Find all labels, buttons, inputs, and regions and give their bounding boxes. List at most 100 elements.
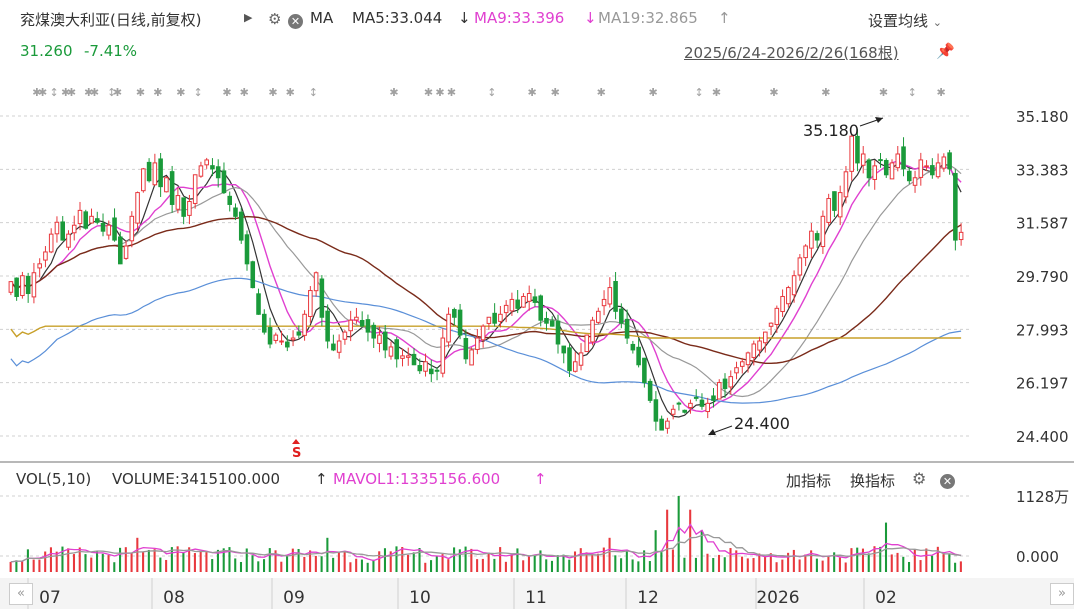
candle-body[interactable] (233, 207, 238, 217)
event-marker[interactable]: ✱ (136, 86, 145, 99)
event-marker[interactable]: ↕ (908, 86, 917, 99)
candle-body[interactable] (348, 319, 353, 332)
candle-body[interactable] (83, 211, 89, 229)
candle-body[interactable] (889, 162, 895, 180)
candle-body[interactable] (417, 365, 423, 372)
candle-body[interactable] (941, 156, 947, 169)
candle-body[interactable] (123, 245, 129, 259)
candle-body[interactable] (642, 357, 647, 384)
candle-body[interactable] (780, 295, 785, 313)
signal-marker[interactable]: S (292, 446, 301, 461)
event-marker[interactable]: ✱ (240, 86, 249, 99)
candle-body[interactable] (215, 166, 221, 179)
event-marker[interactable]: ✱ (222, 86, 231, 99)
event-marker[interactable]: ↕ (309, 86, 318, 99)
candle-body[interactable] (169, 171, 175, 205)
candle-body[interactable] (198, 165, 204, 177)
candle-body[interactable] (221, 170, 227, 194)
candle-body[interactable] (895, 153, 901, 169)
candle-body[interactable] (256, 293, 261, 315)
candle-body[interactable] (561, 345, 567, 354)
candle-body[interactable] (354, 316, 359, 321)
event-marker[interactable]: ✱ (879, 86, 888, 99)
candle-body[interactable] (855, 135, 860, 164)
vol-close-icon[interactable]: ✕ (940, 471, 955, 490)
candle-body[interactable] (878, 159, 883, 162)
candle-body[interactable] (250, 261, 256, 289)
scroll-left-button[interactable]: « (9, 583, 33, 605)
candle-body[interactable] (261, 313, 267, 333)
candle-body[interactable] (849, 135, 854, 172)
candle-body[interactable] (48, 233, 54, 253)
event-marker[interactable]: ↕ (107, 86, 116, 99)
candle-body[interactable] (181, 197, 186, 217)
candle-body[interactable] (469, 349, 474, 366)
candle-body[interactable] (54, 221, 60, 235)
candle-body[interactable] (452, 309, 457, 318)
candle-body[interactable] (8, 281, 14, 293)
event-marker[interactable]: ✱ (648, 86, 657, 99)
candle-body[interactable] (688, 402, 693, 409)
candle-body[interactable] (670, 408, 676, 415)
candle-body[interactable] (227, 195, 233, 205)
candle-body[interactable] (526, 293, 532, 302)
candle-body[interactable] (244, 234, 250, 265)
candle-body[interactable] (953, 172, 958, 241)
candle-body[interactable] (440, 337, 446, 374)
candle-body[interactable] (578, 352, 584, 366)
event-marker[interactable]: ↕ (487, 86, 496, 99)
candle-body[interactable] (238, 211, 244, 241)
candle-body[interactable] (590, 319, 595, 343)
event-marker[interactable]: ✱ (84, 86, 93, 99)
scroll-right-button[interactable]: » (1050, 583, 1074, 605)
candle-body[interactable] (584, 334, 590, 353)
event-marker[interactable]: ✱ (424, 86, 433, 99)
settings-ma-button[interactable]: 设置均线 ⌄ (868, 10, 942, 31)
candle-body[interactable] (336, 340, 342, 353)
event-marker[interactable]: ✱ (38, 86, 47, 99)
candle-body[interactable] (751, 343, 757, 358)
candle-body[interactable] (106, 224, 112, 236)
candle-body[interactable] (319, 278, 325, 318)
close-icon[interactable]: ✕ (288, 11, 303, 30)
candle-body[interactable] (624, 318, 630, 339)
candle-body[interactable] (509, 298, 515, 312)
event-marker[interactable]: ↕ (695, 86, 704, 99)
event-marker[interactable]: ✱ (286, 86, 295, 99)
candle-body[interactable] (210, 165, 215, 170)
candle-body[interactable] (601, 298, 607, 307)
candle-body[interactable] (503, 304, 509, 314)
candle-body[interactable] (100, 222, 106, 232)
candle-body[interactable] (446, 313, 451, 343)
event-marker[interactable]: ✱ (712, 86, 721, 99)
candle-body[interactable] (475, 337, 480, 350)
candle-body[interactable] (665, 420, 670, 429)
candle-body[interactable] (619, 308, 624, 324)
candle-body[interactable] (832, 191, 837, 211)
candle-body[interactable] (728, 376, 734, 388)
candle-body[interactable] (331, 343, 336, 351)
candle-body[interactable] (745, 352, 751, 366)
candle-body[interactable] (826, 198, 831, 223)
candle-body[interactable] (377, 334, 382, 344)
candle-body[interactable] (60, 221, 65, 241)
candle-body[interactable] (359, 319, 365, 327)
candle-body[interactable] (797, 257, 803, 276)
candle-body[interactable] (302, 313, 307, 336)
event-marker[interactable]: ✱ (821, 86, 830, 99)
candle-body[interactable] (463, 338, 469, 360)
candle-body[interactable] (308, 290, 313, 318)
candle-body[interactable] (918, 159, 924, 178)
candle-body[interactable] (544, 317, 549, 324)
event-marker[interactable]: ✱ (113, 86, 122, 99)
event-marker[interactable]: ✱ (551, 86, 560, 99)
candle-body[interactable] (492, 312, 497, 324)
candle-body[interactable] (613, 280, 618, 312)
candle-body[interactable] (538, 295, 543, 321)
event-marker[interactable]: ✱ (268, 86, 277, 99)
candle-body[interactable] (907, 170, 912, 182)
candle-body[interactable] (388, 346, 394, 357)
candle-body[interactable] (135, 192, 140, 224)
candle-body[interactable] (757, 340, 762, 351)
candle-body[interactable] (457, 309, 463, 336)
